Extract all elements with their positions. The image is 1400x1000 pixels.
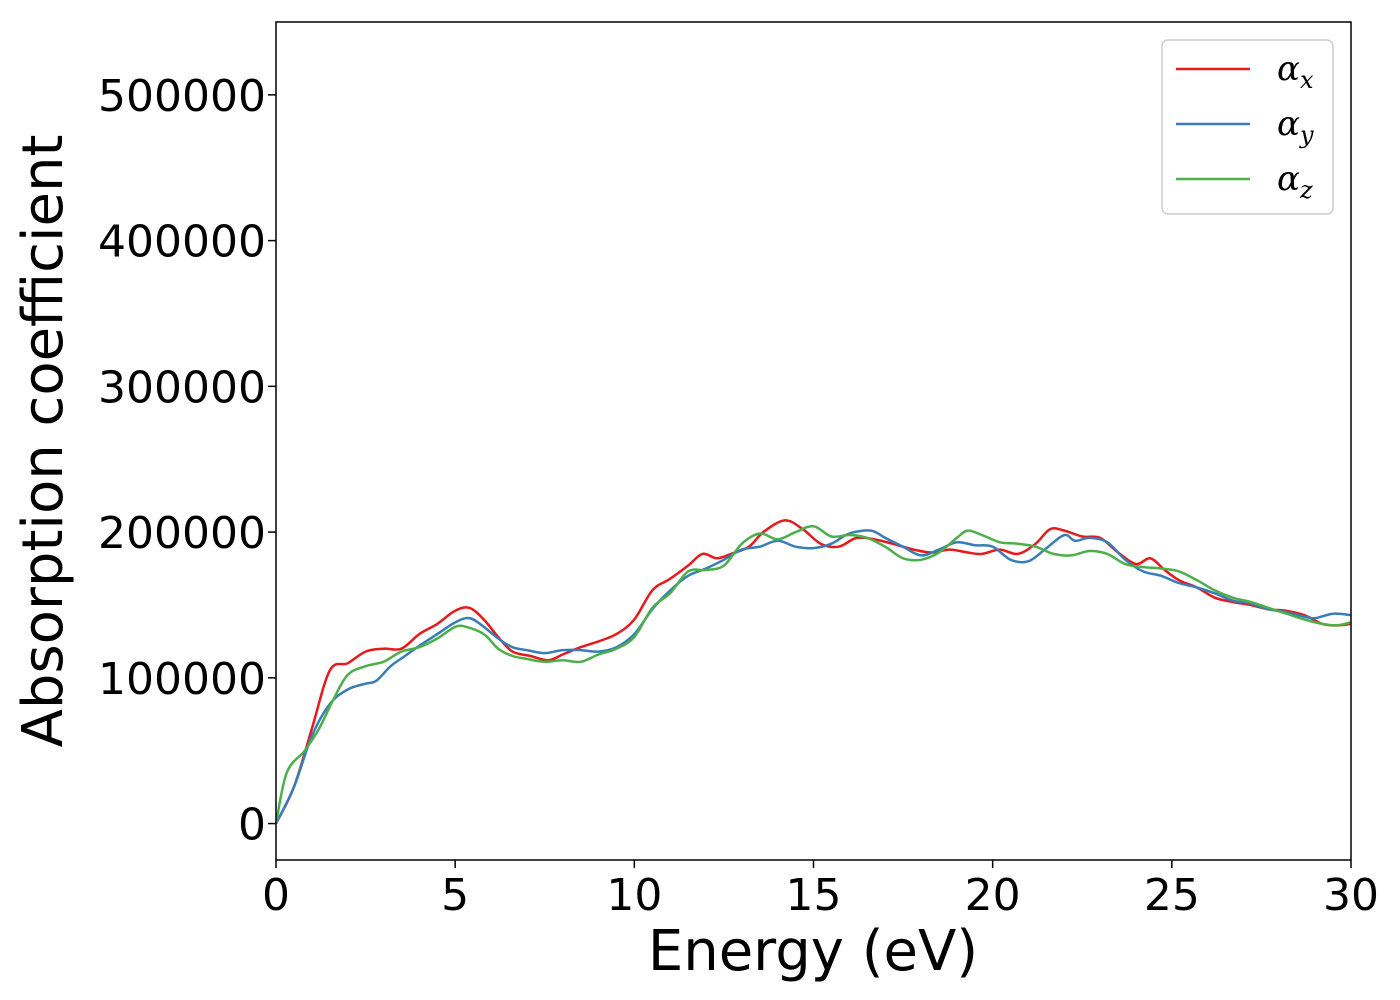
legend-box (1161, 39, 1334, 215)
y-tick-label: 0 (238, 800, 266, 851)
series-line-x (276, 519, 1351, 825)
x-tick-label: 15 (786, 870, 842, 921)
x-tick-label: 20 (965, 870, 1021, 921)
x-axis-ticks: 0 5 10 15 20 25 30 (262, 860, 1379, 921)
y-tick-label: 100000 (98, 654, 266, 705)
series-lines (276, 519, 1351, 825)
x-axis-label: Energy (eV) (648, 919, 978, 984)
legend-label-y: αy (1277, 104, 1314, 149)
x-tick-label: 5 (441, 870, 469, 921)
legend: αx αy αz (1161, 39, 1334, 215)
y-tick-label: 500000 (98, 71, 266, 122)
legend-label-x: αx (1277, 49, 1314, 94)
y-tick-label: 200000 (98, 508, 266, 559)
y-tick-label: 300000 (98, 362, 266, 413)
series-line-z (276, 524, 1351, 824)
x-tick-label: 30 (1323, 870, 1379, 921)
legend-label-z: αz (1277, 159, 1313, 204)
x-tick-label: 0 (262, 870, 290, 921)
x-tick-label: 10 (606, 870, 662, 921)
y-tick-label: 400000 (98, 217, 266, 268)
y-axis-label: Absorption coefficient (11, 135, 76, 748)
y-axis-ticks: 0 100000 200000 300000 400000 500000 (98, 71, 276, 851)
series-line-y (276, 529, 1351, 825)
x-tick-label: 25 (1144, 870, 1200, 921)
